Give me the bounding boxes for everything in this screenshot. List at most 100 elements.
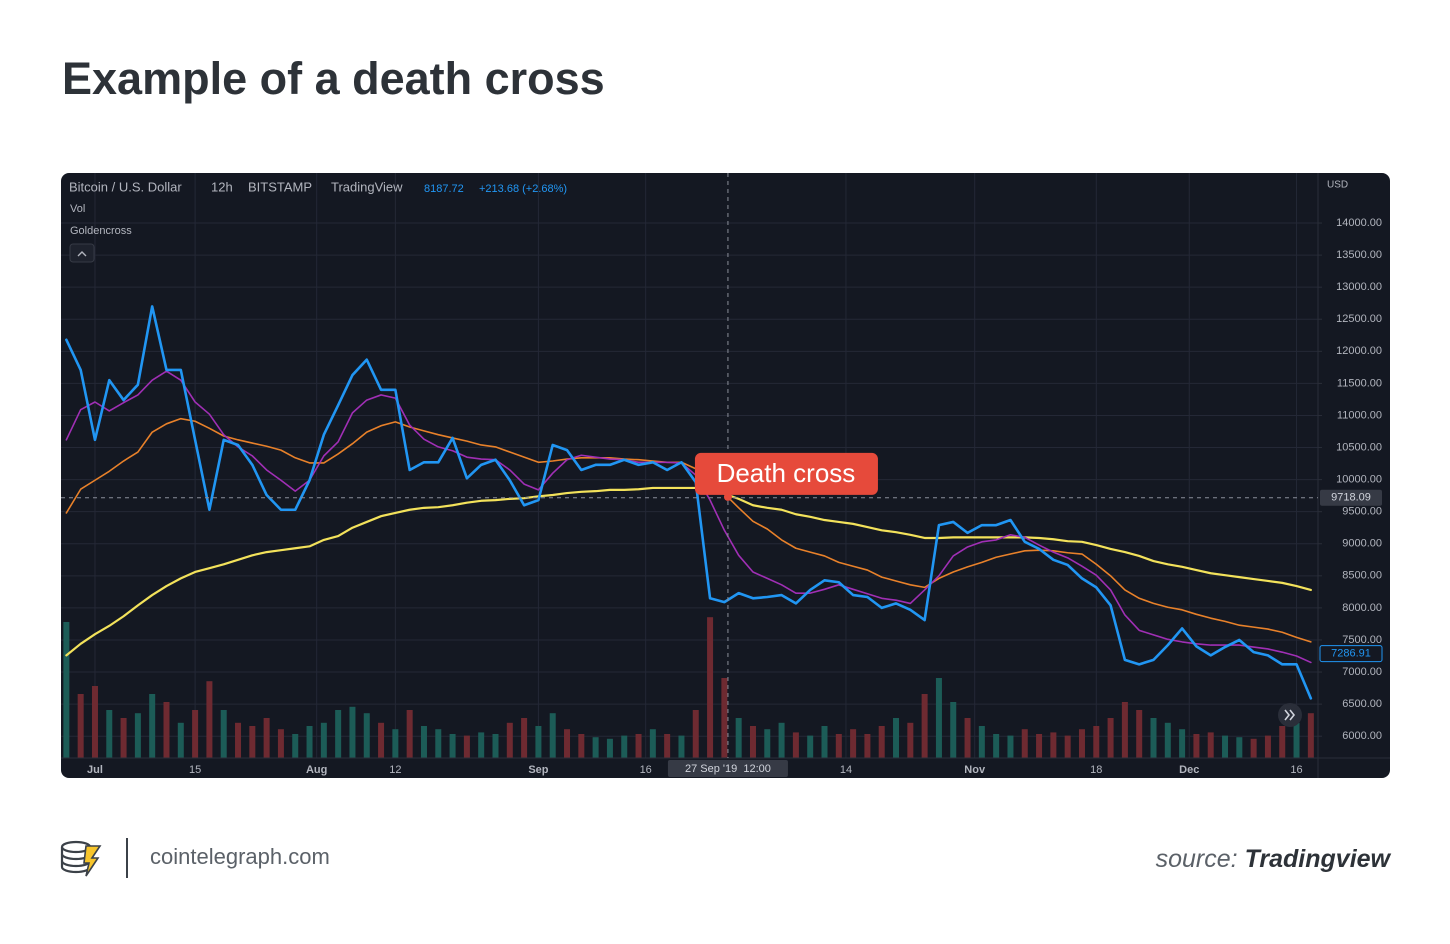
volume-bar	[821, 726, 828, 758]
x-tick-label: 12	[389, 764, 401, 776]
volume-bar	[735, 718, 742, 758]
volume-bar	[778, 722, 785, 758]
logo	[60, 840, 102, 877]
price-line	[65, 370, 1312, 664]
volume-bar	[578, 734, 585, 758]
volume-bar	[378, 722, 385, 758]
volume-bar	[449, 734, 456, 758]
y-tick-label: 11500.00	[1337, 377, 1382, 389]
volume-bar	[420, 726, 427, 758]
annotation-point	[723, 492, 732, 501]
volume-bar	[835, 734, 842, 758]
source-prefix: source:	[1156, 845, 1238, 873]
scroll-button[interactable]	[1278, 703, 1302, 727]
crosshair-x-label: 27 Sep '19 12:00	[685, 763, 771, 775]
volume-bar	[592, 737, 599, 758]
volume-bar	[978, 726, 985, 758]
x-tick-label: Dec	[1179, 764, 1199, 776]
x-tick-label: 14	[840, 764, 852, 776]
last-price-label: 7286.91	[1331, 648, 1371, 660]
page-title: Example of a death cross	[62, 53, 605, 104]
volume-bar	[1250, 738, 1257, 758]
volume-bar	[1150, 718, 1157, 758]
volume-bar	[1307, 713, 1314, 758]
volume-bar	[1279, 726, 1286, 758]
volume-bar	[993, 734, 1000, 758]
volume-bar	[893, 718, 900, 758]
volume-bar	[263, 718, 270, 758]
volume-bar	[1236, 737, 1243, 758]
y-tick-label: 13000.00	[1336, 281, 1382, 293]
volume-bar	[1007, 735, 1014, 758]
y-tick-label: 8500.00	[1342, 570, 1382, 582]
volume-bar	[235, 722, 242, 758]
volume-bar	[850, 729, 857, 758]
volume-bar	[950, 702, 957, 758]
volume-bar	[692, 710, 699, 758]
price-line	[65, 305, 1313, 700]
x-tick-label: Nov	[964, 764, 986, 776]
volume-bar	[363, 713, 370, 758]
volume-bar	[649, 729, 656, 758]
platform: TradingView	[331, 179, 403, 194]
volume-bar	[1264, 735, 1271, 758]
volume-bar	[435, 729, 442, 758]
volume-label: Vol	[70, 203, 85, 215]
collapse-button[interactable]	[69, 243, 95, 263]
y-tick-label: 11000.00	[1337, 409, 1382, 421]
y-tick-label: 6500.00	[1342, 698, 1382, 710]
volume-bar	[249, 726, 256, 758]
volume-bar	[349, 706, 356, 758]
y-tick-label: 9000.00	[1342, 538, 1382, 550]
volume-bar	[1093, 726, 1100, 758]
volume-bar	[807, 735, 814, 758]
y-tick-label: 6000.00	[1342, 730, 1382, 742]
x-tick-label: Aug	[306, 764, 327, 776]
exchange: BITSTAMP	[248, 179, 312, 194]
volume-bar	[91, 686, 98, 758]
last-value: 8187.72	[424, 183, 464, 195]
volume-bar	[1036, 734, 1043, 758]
volume-bar	[1107, 718, 1114, 758]
volume-bar	[1179, 729, 1186, 758]
volume-bar	[864, 734, 871, 758]
price-line	[65, 486, 1312, 657]
volume-bar	[635, 734, 642, 758]
y-tick-label: 10500.00	[1336, 441, 1382, 453]
volume-bar	[206, 681, 213, 758]
change: +213.68 (+2.68%)	[479, 183, 567, 195]
volume-bar	[764, 729, 771, 758]
volume-bar	[621, 735, 628, 758]
y-tick-label: 12000.00	[1336, 345, 1382, 357]
volume-bar	[392, 729, 399, 758]
volume-bar	[306, 726, 313, 758]
volume-bar	[1293, 722, 1300, 758]
crosshair-y-label: 9718.09	[1331, 492, 1371, 504]
indicator-label: Goldencross	[70, 225, 132, 237]
volume-bar	[521, 718, 528, 758]
x-tick-label: 16	[640, 764, 652, 776]
volume-bar	[292, 734, 299, 758]
currency: USD	[1327, 180, 1348, 191]
y-tick-label: 12500.00	[1336, 313, 1382, 325]
volume-bar	[792, 732, 799, 758]
volume-bar	[192, 710, 199, 758]
interval: 12h	[211, 179, 233, 194]
x-tick-label: 18	[1090, 764, 1102, 776]
volume-bar	[707, 617, 714, 758]
x-tick-label: Jul	[87, 764, 103, 776]
y-tick-label: 8000.00	[1342, 602, 1382, 614]
volume-bar	[1078, 729, 1085, 758]
volume-bar	[921, 694, 928, 758]
volume-bar	[1064, 735, 1071, 758]
volume-bar	[564, 729, 571, 758]
overlay: 27 Sep '19 12:00 9718.09 7286.91 Death cros…	[61, 173, 1383, 777]
volume-bar	[907, 722, 914, 758]
volume-bar	[721, 678, 728, 758]
volume-bar	[678, 735, 685, 758]
symbol: Bitcoin / U.S. Dollar	[69, 179, 182, 194]
price-line	[65, 417, 1312, 643]
y-tick-label: 9500.00	[1342, 506, 1382, 518]
